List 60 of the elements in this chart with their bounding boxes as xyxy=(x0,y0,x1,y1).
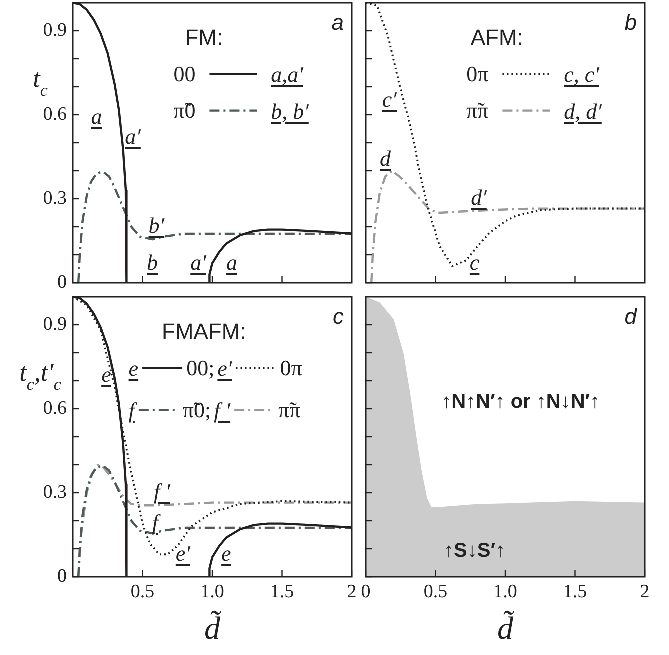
x-tick-label: 2 xyxy=(640,581,650,602)
legend-label: π̃0; xyxy=(182,397,212,422)
legend-title: AFM: xyxy=(470,25,524,50)
annotation: a xyxy=(91,104,102,130)
annotation: f xyxy=(152,510,158,536)
annotation: ↑N↑N′↑ or ↑N↓N′↑ xyxy=(442,391,600,414)
annotation: e′ xyxy=(218,356,232,382)
annotation: d, d′ xyxy=(564,98,602,125)
annotation: d xyxy=(624,304,637,330)
legend-label: π̃0 xyxy=(174,98,196,123)
annotation: a xyxy=(332,10,344,36)
annotation: a′ xyxy=(125,124,141,150)
annotation: d xyxy=(380,146,392,172)
legend-label: 0π xyxy=(280,355,302,380)
annotation: b xyxy=(147,250,158,276)
x-tick-label: 0.5 xyxy=(424,581,448,602)
y-tick-label: 0.3 xyxy=(43,188,67,209)
x-axis-title: d̃ xyxy=(204,610,222,646)
line-series xyxy=(77,171,352,283)
y-tick-label: 0.9 xyxy=(43,20,67,41)
annotation: c xyxy=(470,250,480,276)
x-axis-title: d̃ xyxy=(498,610,515,646)
y-tick-label: 0.9 xyxy=(43,314,67,335)
x-tick-label: 1.5 xyxy=(563,581,588,602)
annotation: e xyxy=(222,540,232,567)
y-tick-label: 0 xyxy=(58,272,67,293)
legend-label: 0π xyxy=(466,61,489,86)
x-tick-label: 1.0 xyxy=(200,581,224,602)
legend-label: π̃π xyxy=(278,397,301,422)
x-tick-label: 1.0 xyxy=(494,581,518,602)
y-tick-label: 0 xyxy=(58,566,67,587)
annotation: e′ xyxy=(176,540,190,567)
annotation: c xyxy=(333,304,344,330)
legend-title: FMAFM: xyxy=(162,319,246,344)
annotation: a′ xyxy=(190,250,206,276)
annotation: c′ xyxy=(382,87,397,114)
x-tick-label: 1.5 xyxy=(270,581,294,602)
annotation: f ′ xyxy=(214,398,231,424)
legend-label: 00; xyxy=(186,355,215,380)
annotation: c, c′ xyxy=(564,62,600,88)
annotation: a,a′ xyxy=(271,62,304,88)
annotation: b, b′ xyxy=(271,98,309,125)
y-tick-label: 0.6 xyxy=(43,398,67,419)
legend-title: FM: xyxy=(185,25,224,50)
annotation: b xyxy=(624,10,637,36)
legend-label: π̃π xyxy=(466,98,489,123)
legend-label: 00 xyxy=(174,61,196,86)
y-tick-label: 0.3 xyxy=(43,482,67,503)
annotation: f xyxy=(128,398,135,424)
annotation: e xyxy=(102,362,112,388)
annotation: d′ xyxy=(471,185,487,212)
annotation: a xyxy=(226,250,238,276)
x-tick-label: 2 xyxy=(347,581,357,602)
x-tick-label: 0 xyxy=(361,581,371,602)
annotation: e xyxy=(128,356,139,382)
annotation: f ′ xyxy=(154,479,170,506)
x-tick-label: 0.5 xyxy=(130,581,155,602)
annotation: ↑S↓S′↑ xyxy=(444,540,506,563)
annotation: b′ xyxy=(148,213,165,240)
y-tick-label: 0.6 xyxy=(43,104,67,125)
